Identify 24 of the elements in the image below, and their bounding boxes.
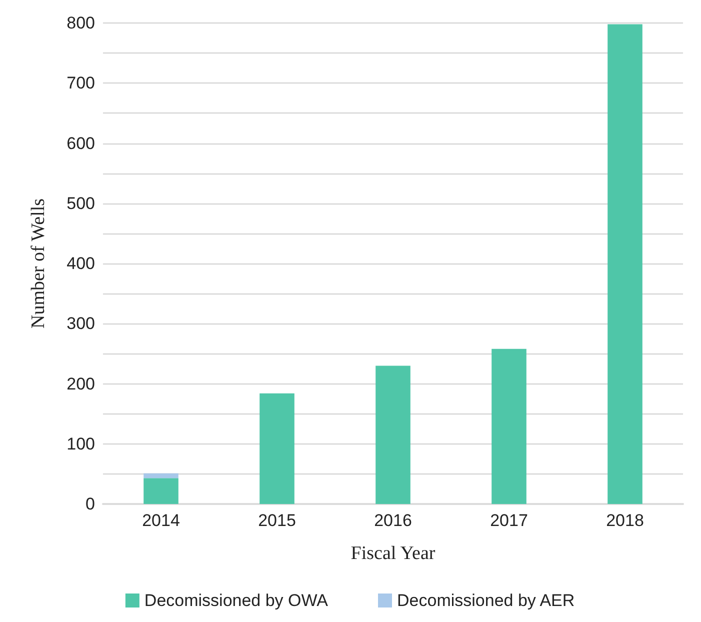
x-tick-label: 2015 bbox=[258, 511, 296, 530]
y-tick-label: 800 bbox=[66, 14, 95, 32]
bar bbox=[376, 366, 410, 504]
y-tick-label: 200 bbox=[66, 374, 95, 394]
y-tick-label: 700 bbox=[66, 74, 95, 93]
x-tick-label: 2018 bbox=[606, 511, 644, 530]
y-tick-label: 400 bbox=[66, 254, 95, 273]
y-tick-label: 100 bbox=[66, 434, 95, 454]
bar bbox=[144, 478, 178, 504]
legend-label: Decomissioned by OWA bbox=[144, 591, 329, 610]
y-tick-label: 600 bbox=[66, 134, 95, 153]
x-tick-label: 2016 bbox=[374, 511, 412, 530]
bar bbox=[608, 24, 642, 504]
x-tick-label: 2014 bbox=[142, 511, 180, 530]
legend-label: Decomissioned by AER bbox=[397, 591, 575, 610]
bar bbox=[144, 473, 178, 478]
bar bbox=[492, 348, 526, 504]
y-tick-label: 300 bbox=[66, 314, 95, 334]
bar bbox=[260, 393, 294, 504]
x-tick-label: 2017 bbox=[490, 511, 528, 530]
y-tick-label: 500 bbox=[66, 194, 95, 213]
y-axis-title: Number of Wells bbox=[28, 198, 49, 329]
x-axis-title: Fiscal Year bbox=[350, 543, 436, 564]
y-tick-label: 0 bbox=[86, 494, 95, 514]
